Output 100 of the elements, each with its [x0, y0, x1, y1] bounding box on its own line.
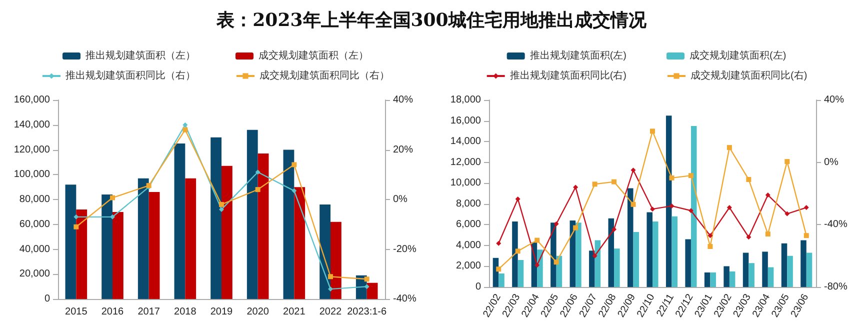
y2-tick-label: 20%: [393, 144, 414, 156]
point: [110, 214, 115, 220]
y-tick-label: 80,000: [19, 194, 50, 205]
point: [328, 286, 333, 292]
y-tick-label: 8,000: [456, 198, 482, 210]
point: [255, 170, 260, 175]
bar: [742, 252, 749, 287]
bar: [550, 222, 556, 287]
point: [804, 233, 809, 238]
bar: [690, 126, 697, 287]
y-tick-label: 12,000: [450, 156, 482, 168]
point: [292, 162, 297, 168]
bar: [112, 212, 124, 299]
point: [592, 253, 598, 258]
bar: [537, 250, 543, 287]
y2-tick-label: -20%: [393, 244, 416, 255]
y-tick-label: 2,000: [456, 260, 482, 272]
bar: [185, 178, 196, 299]
point: [219, 202, 224, 207]
x-tick-label: 2016: [101, 306, 124, 318]
bar: [102, 194, 112, 299]
bar: [672, 216, 678, 287]
y-tick-label: 16,000: [450, 115, 482, 126]
bar: [806, 252, 812, 287]
x-tick-label: 2019: [210, 306, 234, 318]
point: [708, 233, 713, 238]
bar: [76, 209, 88, 299]
point: [255, 187, 260, 192]
bar: [222, 166, 232, 299]
point: [650, 206, 655, 212]
point: [74, 224, 79, 230]
point: [219, 206, 224, 212]
y-tick-label: 6,000: [456, 219, 482, 230]
point: [292, 188, 297, 194]
point: [110, 195, 115, 200]
x-tick-label: 2018: [174, 306, 197, 318]
point: [746, 234, 752, 240]
y2-tick-label: 40%: [824, 94, 844, 106]
y-tick-label: 14,000: [450, 136, 482, 148]
bar: [498, 273, 504, 287]
legend-label: 推出规划建筑面积(左): [530, 50, 627, 62]
bar: [685, 239, 691, 287]
bar: [330, 222, 342, 299]
bar: [652, 222, 658, 287]
point: [726, 145, 732, 150]
y-tick-label: 20,000: [19, 268, 50, 280]
point: [364, 284, 370, 290]
legend-label: 成交规划建筑面积同比（右）: [260, 70, 390, 82]
bar: [646, 212, 652, 287]
x-tick-label: 2021: [283, 306, 306, 318]
y-tick-label: 0: [44, 294, 50, 304]
y-tick-label: 10,000: [450, 178, 482, 189]
point: [726, 205, 732, 210]
y-tick-label: 0: [475, 282, 482, 292]
bar: [724, 266, 730, 287]
point: [784, 159, 790, 164]
bar: [710, 272, 716, 287]
point: [364, 276, 370, 282]
bar: [589, 250, 595, 287]
point: [182, 122, 188, 128]
bar: [729, 271, 736, 287]
bar: [787, 256, 793, 287]
bar: [666, 116, 672, 287]
bar: [512, 222, 518, 287]
bar: [320, 204, 330, 299]
point: [74, 214, 79, 220]
legend-label: 推出规划建筑面积（左）: [86, 50, 196, 62]
point: [688, 208, 694, 214]
y-tick-label: 160,000: [14, 94, 50, 106]
x-tick-label: 2022: [319, 306, 342, 318]
bar: [576, 222, 582, 287]
point: [708, 244, 713, 249]
legend-label: 推出规划建筑面积同比（右）: [66, 70, 196, 82]
point: [328, 274, 333, 280]
legend-label: 成交规划建筑面积(左): [690, 50, 786, 62]
y-tick-label: 60,000: [19, 218, 50, 230]
y2-tick-label: 40%: [393, 94, 414, 106]
bar: [768, 267, 774, 287]
y2-tick-label: 0%: [393, 194, 408, 205]
y-tick-label: 18,000: [450, 94, 482, 106]
bar: [258, 153, 269, 299]
bar: [210, 137, 222, 299]
bar: [800, 240, 806, 287]
bar: [627, 188, 634, 287]
x-tick-label: 2020: [246, 306, 270, 318]
point: [182, 127, 188, 132]
point: [630, 168, 636, 173]
bar: [366, 282, 378, 299]
bar: [762, 252, 768, 287]
y2-tick-label: -40%: [824, 219, 848, 230]
y-tick-label: 4,000: [456, 240, 482, 251]
point: [496, 240, 502, 246]
bar: [748, 263, 754, 287]
point: [612, 179, 617, 184]
bar: [138, 178, 149, 299]
point: [650, 128, 655, 134]
point: [515, 196, 520, 202]
point: [496, 266, 502, 272]
text: 表：2023年上半年全国300城住宅用地推出成交情况: [215, 9, 648, 33]
point: [573, 184, 578, 190]
